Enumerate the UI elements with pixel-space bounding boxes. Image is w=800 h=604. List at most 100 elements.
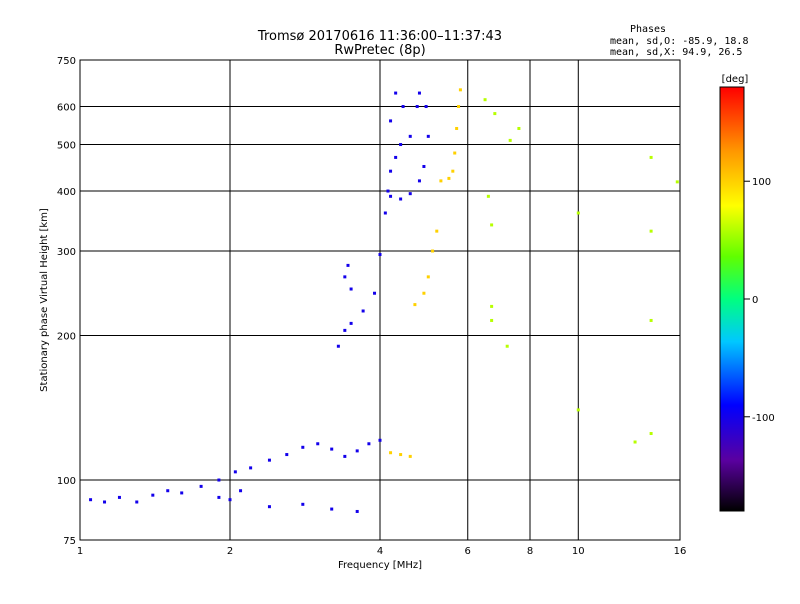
data-point [103, 500, 107, 504]
data-point [361, 309, 365, 313]
data-point [457, 105, 461, 109]
data-point [343, 454, 347, 458]
data-point [408, 134, 412, 138]
phase-stats-o: mean, sd,O: -85.9, 18.8 [610, 36, 748, 47]
chart-subtitle: RwPretec (8p) [334, 43, 425, 58]
data-point [378, 253, 382, 257]
data-point [490, 318, 494, 322]
grid-lines [80, 60, 680, 540]
data-point [239, 489, 243, 493]
data-point [330, 447, 334, 451]
colorbar-ticks: 100 0 -100 [744, 177, 775, 424]
data-point [180, 491, 184, 495]
y-tick-label: 500 [57, 141, 76, 152]
data-point [439, 179, 443, 183]
data-point [422, 291, 426, 295]
y-tick-label: 750 [57, 56, 76, 67]
data-point [417, 179, 421, 183]
data-point [417, 91, 421, 95]
data-point [399, 197, 403, 201]
x-axis-label: Frequency [MHz] [338, 560, 422, 571]
data-point [389, 451, 393, 455]
data-point [649, 432, 653, 436]
data-point [576, 211, 580, 215]
data-point [424, 105, 428, 109]
data-point [508, 138, 512, 142]
data-point [151, 493, 155, 497]
data-point [649, 318, 653, 322]
data-point [505, 344, 509, 348]
colorbar-label: [deg] [722, 74, 749, 85]
data-point [422, 164, 426, 168]
data-point [431, 249, 435, 253]
y-tick-label: 200 [57, 332, 76, 343]
data-point [117, 495, 121, 499]
chart-title: Tromsø 20170616 11:36:00–11:37:43 [257, 29, 502, 44]
data-point [336, 344, 340, 348]
data-point [301, 445, 305, 449]
data-point [413, 303, 417, 307]
data-point [399, 143, 403, 147]
x-tick-label: 1 [77, 546, 83, 557]
data-point [486, 194, 490, 198]
phase-stats-heading: Phases [630, 24, 666, 35]
data-point [355, 449, 359, 453]
data-point [649, 229, 653, 233]
x-tick-label: 16 [674, 546, 687, 557]
data-point [343, 328, 347, 332]
x-tick-label: 8 [527, 546, 533, 557]
data-point [386, 189, 390, 193]
data-point [233, 470, 237, 474]
data-point [228, 498, 232, 502]
data-point [355, 509, 359, 513]
colorbar-tick-label: -100 [752, 413, 775, 424]
data-point [316, 442, 320, 446]
data-point [199, 484, 203, 488]
data-point [267, 505, 271, 509]
data-point [394, 155, 398, 159]
data-point [517, 126, 521, 130]
data-point [408, 454, 412, 458]
data-point [435, 229, 439, 233]
data-point [483, 98, 487, 102]
data-point [394, 91, 398, 95]
data-point [401, 105, 405, 109]
data-point [285, 453, 289, 457]
data-point [576, 408, 580, 412]
data-point [330, 507, 334, 511]
data-point [217, 478, 221, 482]
data-point [447, 176, 451, 180]
data-point [675, 180, 679, 184]
y-tick-label: 300 [57, 247, 76, 258]
colorbar [719, 86, 745, 512]
data-point [493, 112, 497, 116]
data-point [89, 498, 93, 502]
data-point [455, 126, 459, 130]
phase-stats-x: mean, sd,X: 94.9, 26.5 [610, 47, 742, 58]
data-point [451, 169, 455, 173]
data-point [490, 223, 494, 227]
y-axis-label: Stationary phase Virtual Height [km] [39, 208, 50, 392]
x-tick-label: 2 [227, 546, 233, 557]
y-tick-label: 75 [63, 536, 76, 547]
data-point [458, 88, 462, 92]
data-point [633, 440, 637, 444]
data-points [89, 88, 679, 513]
data-point [389, 119, 393, 123]
data-point [267, 458, 271, 462]
data-point [349, 287, 353, 291]
data-point [408, 192, 412, 196]
data-point [249, 466, 253, 470]
data-point [415, 105, 419, 109]
data-point [649, 155, 653, 159]
data-point [135, 500, 139, 504]
data-point [426, 134, 430, 138]
x-tick-label: 6 [465, 546, 471, 557]
data-point [343, 275, 347, 279]
data-point [373, 291, 377, 295]
x-tick-label: 4 [377, 546, 383, 557]
data-point [346, 263, 350, 267]
data-point [399, 453, 403, 457]
y-tick-label: 600 [57, 103, 76, 114]
